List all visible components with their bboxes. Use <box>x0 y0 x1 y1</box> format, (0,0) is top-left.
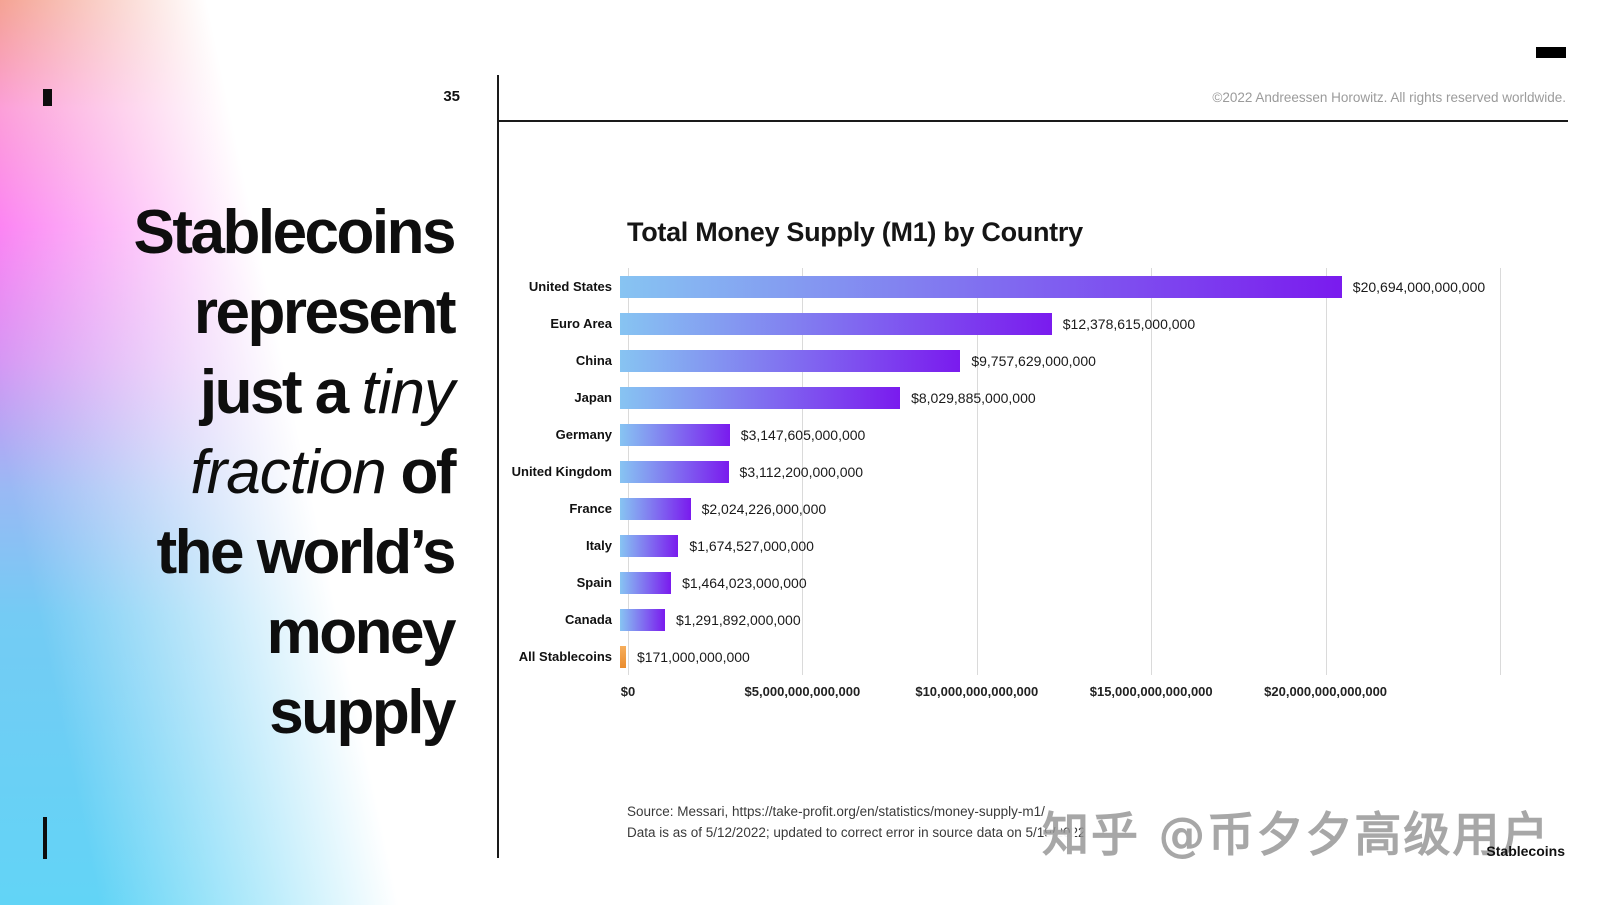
bar-row: Euro Area $12,378,615,000,000 <box>460 305 1600 342</box>
gridline <box>1500 268 1501 675</box>
bar-value-label: $12,378,615,000,000 <box>1062 315 1196 332</box>
bar <box>620 386 901 409</box>
bar-category-label: China <box>575 353 612 368</box>
bar-category-label: Germany <box>555 427 612 442</box>
gridline <box>1325 268 1327 675</box>
bar-row: United States $20,694,000,000,000 <box>460 268 1600 305</box>
bar <box>620 571 672 594</box>
bar-highlight <box>620 645 626 668</box>
bar <box>620 312 1052 335</box>
bar <box>620 534 679 557</box>
gridline <box>1151 268 1153 675</box>
headline-segment: just a <box>199 358 362 427</box>
bar-category-label: All Stablecoins <box>518 649 612 664</box>
decorative-mark-top <box>43 89 52 106</box>
header-rule-line <box>498 120 1568 122</box>
bar-value-label: $3,112,200,000,000 <box>739 463 864 480</box>
bar-row: China $9,757,629,000,000 <box>460 342 1600 379</box>
bar-value-label: $9,757,629,000,000 <box>971 352 1096 369</box>
bar-row: Italy $1,674,527,000,000 <box>460 527 1600 564</box>
headline-line: the world’s <box>40 513 457 593</box>
headline-segment-italic: fraction <box>190 438 386 507</box>
bar-category-label: Italy <box>585 538 612 553</box>
gridline <box>976 268 978 675</box>
bar-row: France $2,024,226,000,000 <box>460 490 1600 527</box>
headline-segment: money <box>266 598 457 667</box>
decorative-mark-bottom <box>43 817 47 859</box>
bar-value-label: $1,674,527,000,000 <box>689 537 814 554</box>
headline-line: supply <box>40 673 456 753</box>
x-axis-tick-label: $20,000,000,000,000 <box>1264 684 1388 699</box>
bar-value-label: $2,024,226,000,000 <box>701 500 827 517</box>
bar-category-label: Japan <box>574 390 612 405</box>
bar-value-label: $171,000,000,000 <box>636 648 750 665</box>
bar-row: All Stablecoins $171,000,000,000 <box>460 638 1600 675</box>
bar-row: Spain $1,464,023,000,000 <box>460 564 1600 601</box>
copyright-text: ©2022 Andreessen Horowitz. All rights re… <box>1212 90 1566 105</box>
watermark-text: 知乎 @币夕夕高级用户 <box>1042 808 1551 863</box>
headline-line: Stablecoins <box>40 193 457 273</box>
x-axis-tick-label: $10,000,000,000,000 <box>915 684 1039 699</box>
bar-row: Japan $8,029,885,000,000 <box>460 379 1600 416</box>
logo-mark <box>1536 47 1566 58</box>
x-axis-tick-label: $5,000,000,000,000 <box>744 684 861 699</box>
source-line-1: Source: Messari, https://take-profit.org… <box>627 804 1045 819</box>
chart-source-note: Source: Messari, https://take-profit.org… <box>627 801 1086 843</box>
headline-segment-italic: tiny <box>361 358 455 427</box>
bar-value-label: $1,291,892,000,000 <box>676 611 801 628</box>
headline-line: just a tiny <box>40 353 455 433</box>
bar <box>620 349 961 372</box>
bar-category-label: Canada <box>565 612 612 627</box>
headline-line: represent <box>40 273 457 353</box>
headline-segment: represent <box>193 278 457 347</box>
bar-category-label: United Kingdom <box>511 464 612 479</box>
chart-title: Total Money Supply (M1) by Country <box>627 217 1083 247</box>
headline-line: money <box>40 593 457 673</box>
bar-category-label: Spain <box>576 575 612 590</box>
headline-segment: of <box>385 438 456 507</box>
bar-row: Germany $3,147,605,000,000 <box>460 416 1600 453</box>
headline-segment: supply <box>269 678 456 747</box>
bar-value-label: $20,694,000,000,000 <box>1352 278 1486 295</box>
bar <box>620 497 691 520</box>
bar-row: United Kingdom $3,112,200,000,000 <box>460 453 1600 490</box>
gridline <box>802 268 804 675</box>
bar <box>620 608 666 631</box>
slide-headline: Stablecoins represent just a tiny fraction … <box>40 193 457 753</box>
source-line-2: Data is as of 5/12/2022; updated to corr… <box>627 825 1086 840</box>
vertical-divider-line <box>497 75 499 858</box>
page-number: 35 <box>443 88 460 105</box>
bar-value-label: $8,029,885,000,000 <box>911 389 1036 406</box>
bar-row: Canada $1,291,892,000,000 <box>460 601 1600 638</box>
headline-segment: the world’s <box>156 518 457 587</box>
headline-segment: Stablecoins <box>133 198 457 267</box>
chart-x-axis: $0 $5,000,000,000,000 $10,000,000,000,000 $… <box>621 684 1500 704</box>
x-axis-tick-label: $0 <box>620 684 636 699</box>
footer-section-tag: Stablecoins <box>1486 843 1565 859</box>
bar-value-label: $1,464,023,000,000 <box>682 574 807 591</box>
bar-value-label: $3,147,605,000,000 <box>740 426 866 443</box>
bar <box>620 275 1342 298</box>
left-gradient-decoration <box>0 0 520 905</box>
x-axis-tick-label: $15,000,000,000,000 <box>1089 684 1213 699</box>
chart-bar-rows: United States $20,694,000,000,000 Euro Are… <box>460 268 1600 675</box>
bar <box>620 460 729 483</box>
bar-category-label: Euro Area <box>550 316 612 331</box>
bar <box>620 423 730 446</box>
bar-category-label: United States <box>528 279 612 294</box>
bar-category-label: France <box>569 501 612 516</box>
headline-line: fraction of <box>40 433 456 513</box>
